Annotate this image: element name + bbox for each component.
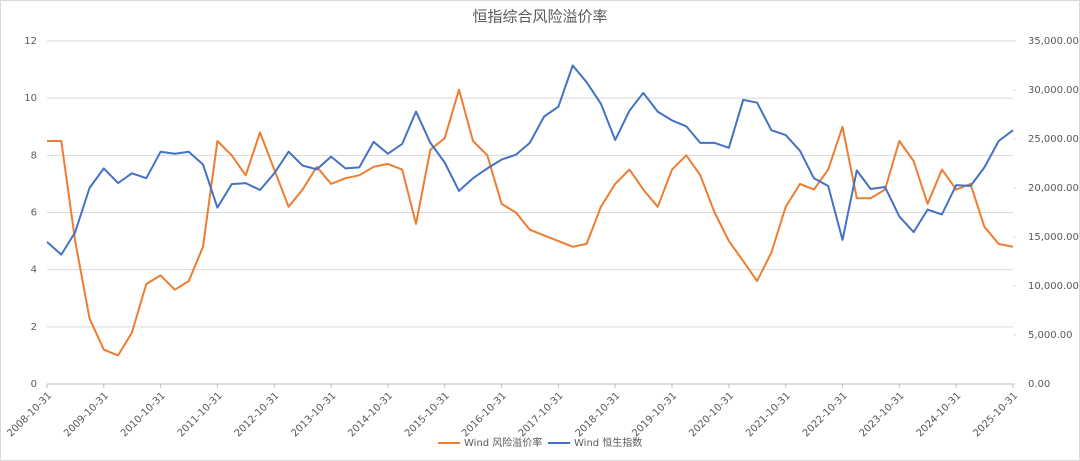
y-tick-label: 8: [31, 150, 37, 161]
y-tick-label: 12: [24, 36, 37, 47]
series-line: [47, 88, 1014, 357]
y2-tick-label: 25,000.00: [1028, 134, 1079, 145]
legend-label: Wind 恒生指数: [574, 436, 642, 449]
y-tick-label: 0: [31, 379, 37, 390]
y2-tick-label: 5,000.00: [1028, 330, 1073, 341]
y-tick-label: 10: [24, 93, 37, 104]
series-line: [46, 64, 1014, 256]
y2-tick-label: 10,000.00: [1028, 281, 1079, 292]
y-tick-label: 6: [31, 208, 37, 219]
y2-tick-label: 0.00: [1028, 379, 1050, 390]
chart-title: 恒指综合风险溢价率: [472, 8, 607, 26]
legend-label: Wind 风险溢价率: [464, 436, 542, 449]
y2-tick-label: 20,000.00: [1028, 183, 1079, 194]
y2-tick-label: 15,000.00: [1028, 232, 1079, 243]
y2-tick-label: 35,000.00: [1028, 36, 1079, 47]
y-tick-label: 2: [31, 322, 37, 333]
y2-tick-label: 30,000.00: [1028, 85, 1079, 96]
y-tick-label: 4: [31, 265, 37, 276]
